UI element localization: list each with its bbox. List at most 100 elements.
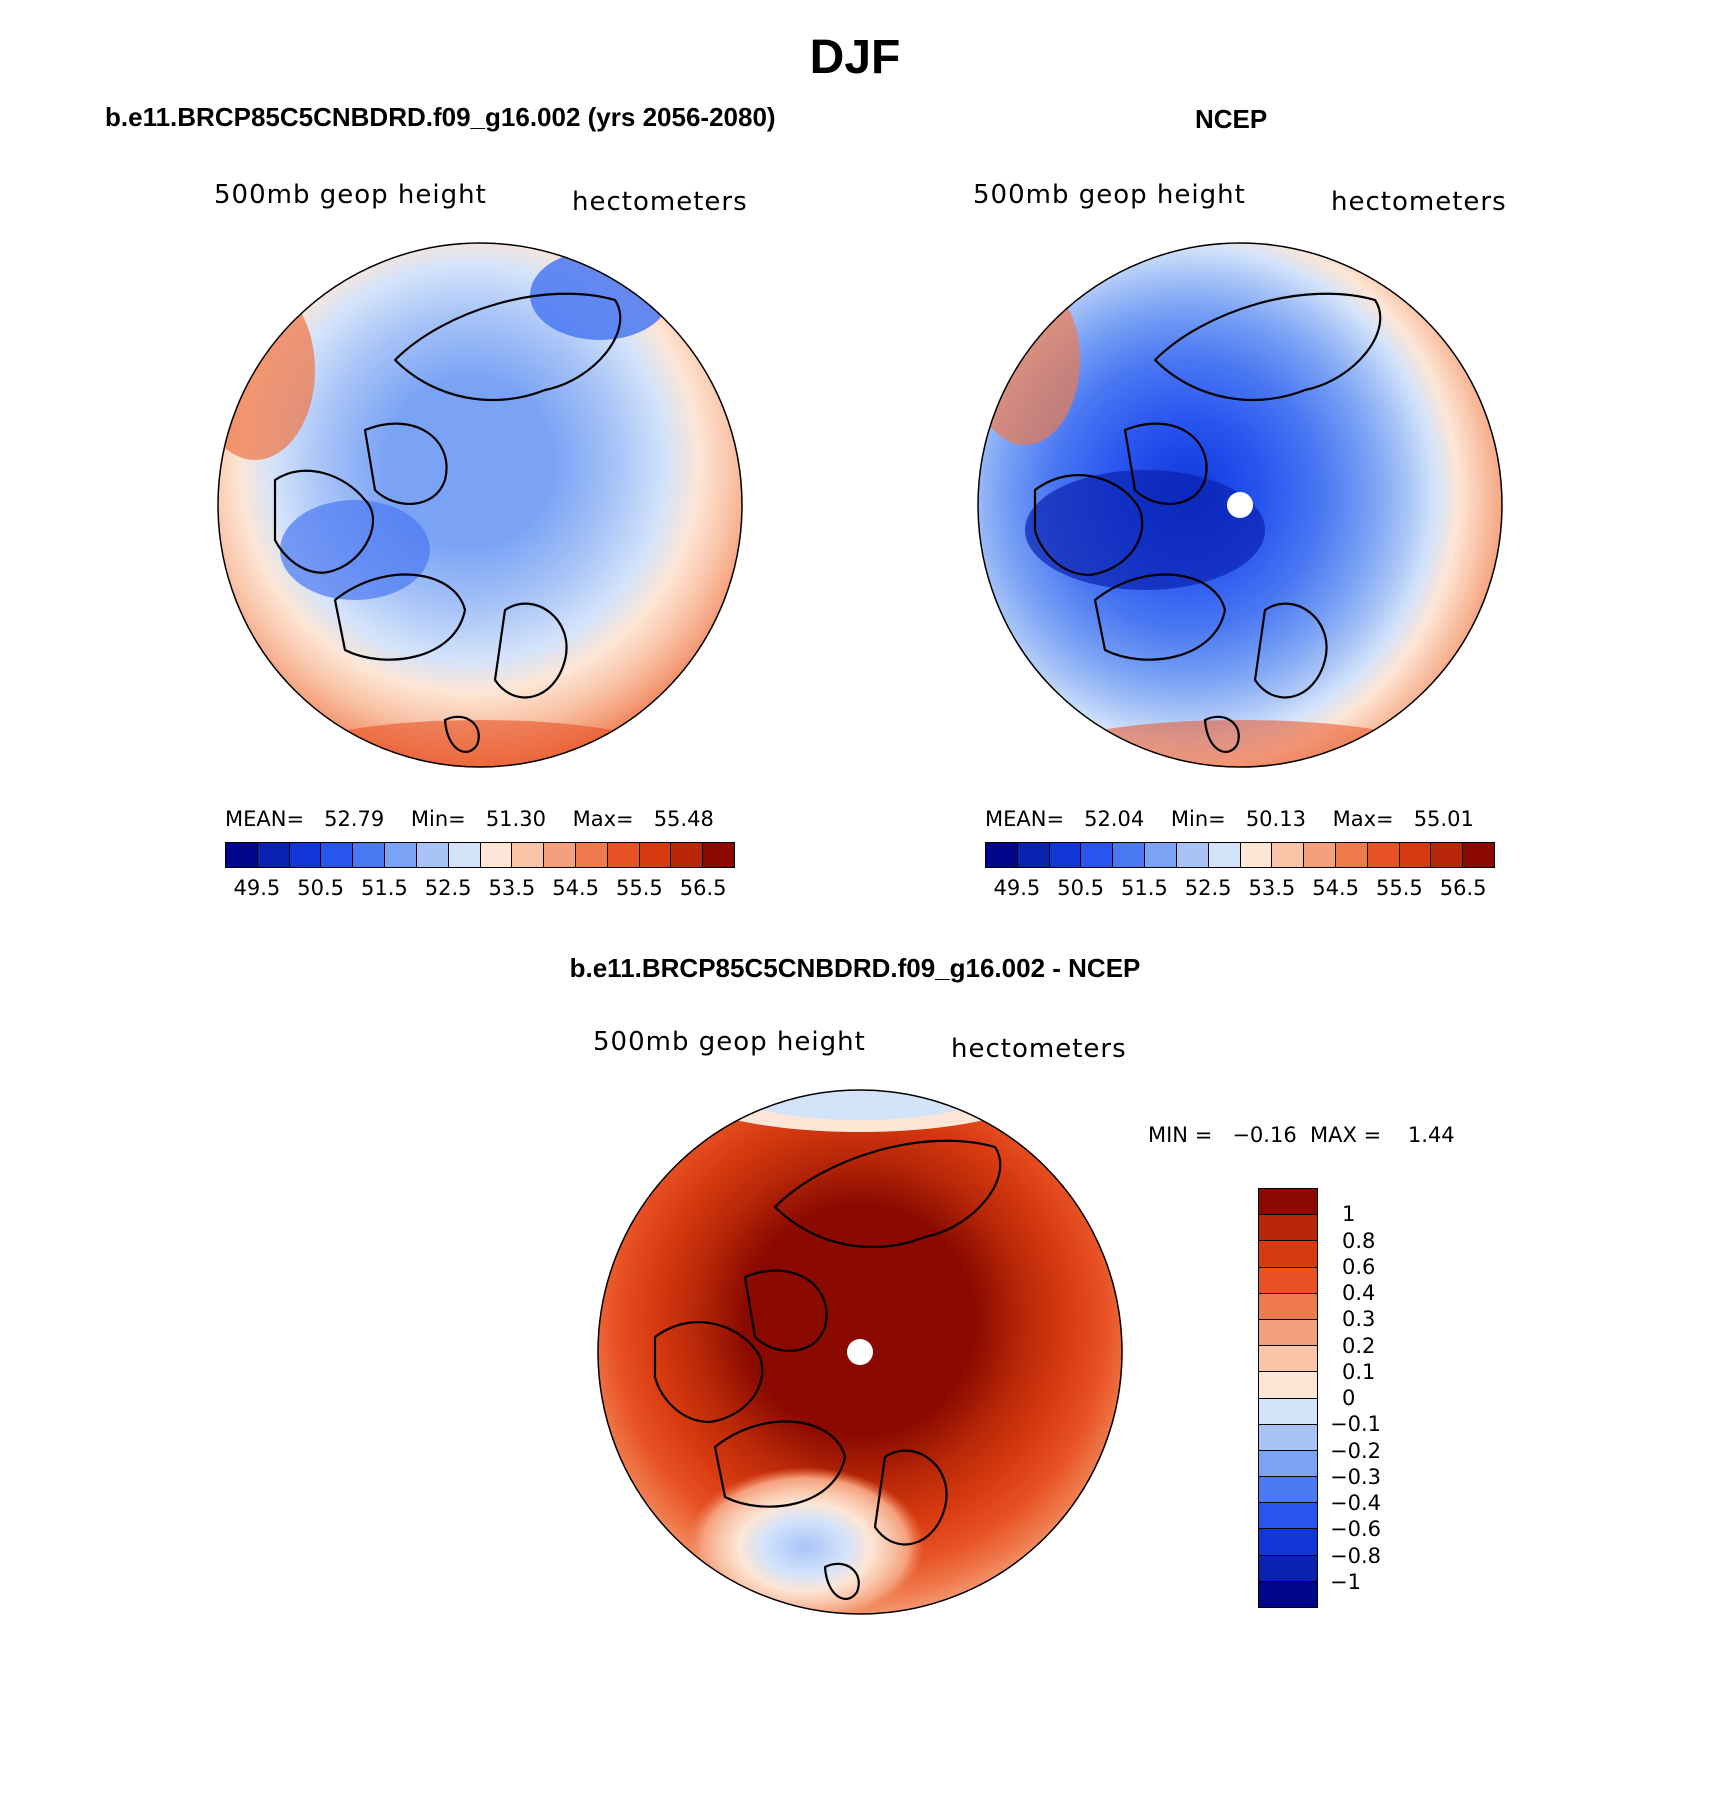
model-colorbar-tick-label: 50.5 <box>297 876 345 900</box>
model-colorbar-swatch <box>448 843 481 867</box>
diff-colorbar-swatch <box>1259 1319 1317 1347</box>
diff-colorbar-swatch <box>1259 1477 1317 1504</box>
obs-colorbar-swatch <box>1113 843 1146 867</box>
obs-colorbar-swatch <box>1081 843 1114 867</box>
model-mean-label: MEAN= <box>225 807 305 831</box>
obs-mean-value: 52.04 <box>1084 807 1145 831</box>
obs-colorbar-swatch <box>1049 843 1082 867</box>
diff-colorbar-tick-label: −0.1 <box>1330 1412 1381 1437</box>
model-colorbar-swatch <box>353 843 386 867</box>
diff-colorbar-ticks: 1 0.8 0.6 0.4 0.3 0.2 0.1 0 −0.1 −0.2 −0.3 −0.4 −0.6… <box>1330 1188 1420 1608</box>
obs-variable-label: 500mb geop height <box>973 180 1246 210</box>
diff-colorbar-swatch <box>1259 1241 1317 1268</box>
model-min-label: Min= <box>410 807 466 831</box>
diff-colorbar-swatch <box>1259 1581 1317 1607</box>
obs-colorbar-tick-label: 56.5 <box>1439 876 1487 900</box>
model-colorbar-swatch <box>703 843 734 867</box>
model-colorbar-swatch <box>385 843 417 867</box>
diff-colorbar-tick-label: −0.4 <box>1330 1491 1381 1515</box>
diff-colorbar-swatch <box>1259 1424 1317 1451</box>
diff-min-value: −0.16 <box>1232 1123 1297 1147</box>
diff-colorbar-swatch <box>1259 1503 1317 1530</box>
diff-colorbar-tick-label: −0.6 <box>1330 1517 1381 1542</box>
obs-colorbar-swatch <box>1367 843 1400 867</box>
diff-min-label: MIN = <box>1148 1123 1213 1147</box>
obs-min-value: 50.13 <box>1245 807 1306 831</box>
diff-colorbar-tick-label: 0.8 <box>1342 1228 1376 1253</box>
diff-max-label: MAX = <box>1310 1123 1382 1147</box>
obs-colorbar-tick-label: 50.5 <box>1057 876 1105 900</box>
model-colorbar-swatch <box>639 843 672 867</box>
model-colorbar-swatch <box>575 843 608 867</box>
obs-panel-title: NCEP <box>1195 104 1268 134</box>
obs-colorbar-swatch <box>1208 843 1241 867</box>
diff-variable-label: 500mb geop height <box>593 1027 866 1057</box>
model-panel-title: b.e11.BRCP85C5CNBDRD.f09_g16.002 (yrs 20… <box>105 102 776 132</box>
model-colorbar-swatch <box>257 843 290 867</box>
model-colorbar-swatch <box>226 843 258 867</box>
model-colorbar-swatch <box>321 843 354 867</box>
model-colorbar-swatch <box>416 843 449 867</box>
diff-colorbar-swatch <box>1259 1398 1317 1425</box>
diff-colorbar-swatch <box>1259 1529 1317 1556</box>
obs-colorbar-tick-label: 52.5 <box>1184 876 1232 900</box>
diff-colorbar-swatch <box>1259 1372 1317 1399</box>
obs-colorbar <box>985 842 1495 868</box>
model-mean-value: 52.79 <box>324 807 385 831</box>
diff-colorbar-tick-label: 0 <box>1342 1386 1356 1410</box>
obs-colorbar-swatch <box>1335 843 1368 867</box>
model-colorbar-tick-label: 54.5 <box>552 876 600 900</box>
diff-max-value: 1.44 <box>1407 1123 1455 1147</box>
diff-colorbar-swatch <box>1259 1189 1317 1216</box>
model-variable-label: 500mb geop height <box>214 180 487 210</box>
obs-colorbar-tick-label: 53.5 <box>1248 876 1296 900</box>
diff-colorbar-swatch <box>1259 1215 1317 1242</box>
obs-polar-map <box>977 242 1503 768</box>
model-colorbar-tick-label: 53.5 <box>488 876 536 900</box>
diff-colorbar-tick-label: 0.1 <box>1342 1359 1376 1384</box>
model-colorbar-tick-label: 56.5 <box>679 876 727 900</box>
obs-units-label: hectometers <box>1331 187 1507 217</box>
obs-colorbar-tick-label: 51.5 <box>1120 876 1168 900</box>
diff-colorbar-swatch <box>1259 1293 1317 1320</box>
obs-colorbar-ticks: 49.5 50.5 51.5 52.5 53.5 54.5 55.5 56.5 <box>985 876 1495 902</box>
obs-colorbar-swatch <box>1240 843 1273 867</box>
model-colorbar-swatch <box>289 843 322 867</box>
obs-max-label: Max= <box>1332 807 1394 831</box>
model-max-value: 55.48 <box>653 807 714 831</box>
obs-colorbar-swatch <box>1145 843 1177 867</box>
obs-colorbar-swatch <box>1431 843 1464 867</box>
diff-colorbar-tick-label: 0.3 <box>1342 1307 1376 1332</box>
figure-title: DJF <box>809 31 901 84</box>
model-colorbar-tick-label: 49.5 <box>233 876 281 900</box>
obs-colorbar-swatch <box>1463 843 1494 867</box>
model-colorbar-tick-label: 55.5 <box>615 876 663 900</box>
obs-stats: MEAN= 52.04 Min= 50.13 Max= 55.01 <box>985 807 1495 831</box>
model-colorbar-swatch <box>671 843 704 867</box>
obs-colorbar-swatch <box>1017 843 1050 867</box>
diff-colorbar-tick-label: 0.2 <box>1342 1333 1376 1358</box>
obs-max-value: 55.01 <box>1413 807 1474 831</box>
obs-colorbar-tick-label: 55.5 <box>1375 876 1423 900</box>
obs-mean-label: MEAN= <box>985 807 1065 831</box>
model-colorbar <box>225 842 735 868</box>
obs-colorbar-tick-label: 54.5 <box>1312 876 1360 900</box>
model-colorbar-swatch <box>544 843 576 867</box>
obs-colorbar-swatch <box>1304 843 1336 867</box>
diff-colorbar-tick-label: 1 <box>1342 1202 1356 1227</box>
diff-colorbar-tick-label: −1 <box>1330 1569 1361 1594</box>
model-colorbar-swatch <box>480 843 513 867</box>
obs-min-label: Min= <box>1170 807 1226 831</box>
diff-panel-title: b.e11.BRCP85C5CNBDRD.f09_g16.002 - NCEP <box>569 953 1141 983</box>
obs-colorbar-tick-label: 49.5 <box>993 876 1041 900</box>
diff-colorbar-tick-label: 0.4 <box>1342 1281 1376 1305</box>
obs-colorbar-swatch <box>986 843 1018 867</box>
obs-colorbar-swatch <box>1272 843 1305 867</box>
diff-stats: MIN = −0.16 MAX = 1.44 <box>1148 1123 1455 1147</box>
diff-colorbar-swatch <box>1259 1555 1317 1582</box>
model-colorbar-ticks: 49.5 50.5 51.5 52.5 53.5 54.5 55.5 56.5 <box>225 876 735 902</box>
diff-colorbar-tick-label: −0.8 <box>1330 1543 1381 1568</box>
model-colorbar-swatch <box>512 843 545 867</box>
diff-colorbar-tick-label: −0.3 <box>1330 1464 1381 1489</box>
diff-colorbar-swatch <box>1259 1450 1317 1478</box>
